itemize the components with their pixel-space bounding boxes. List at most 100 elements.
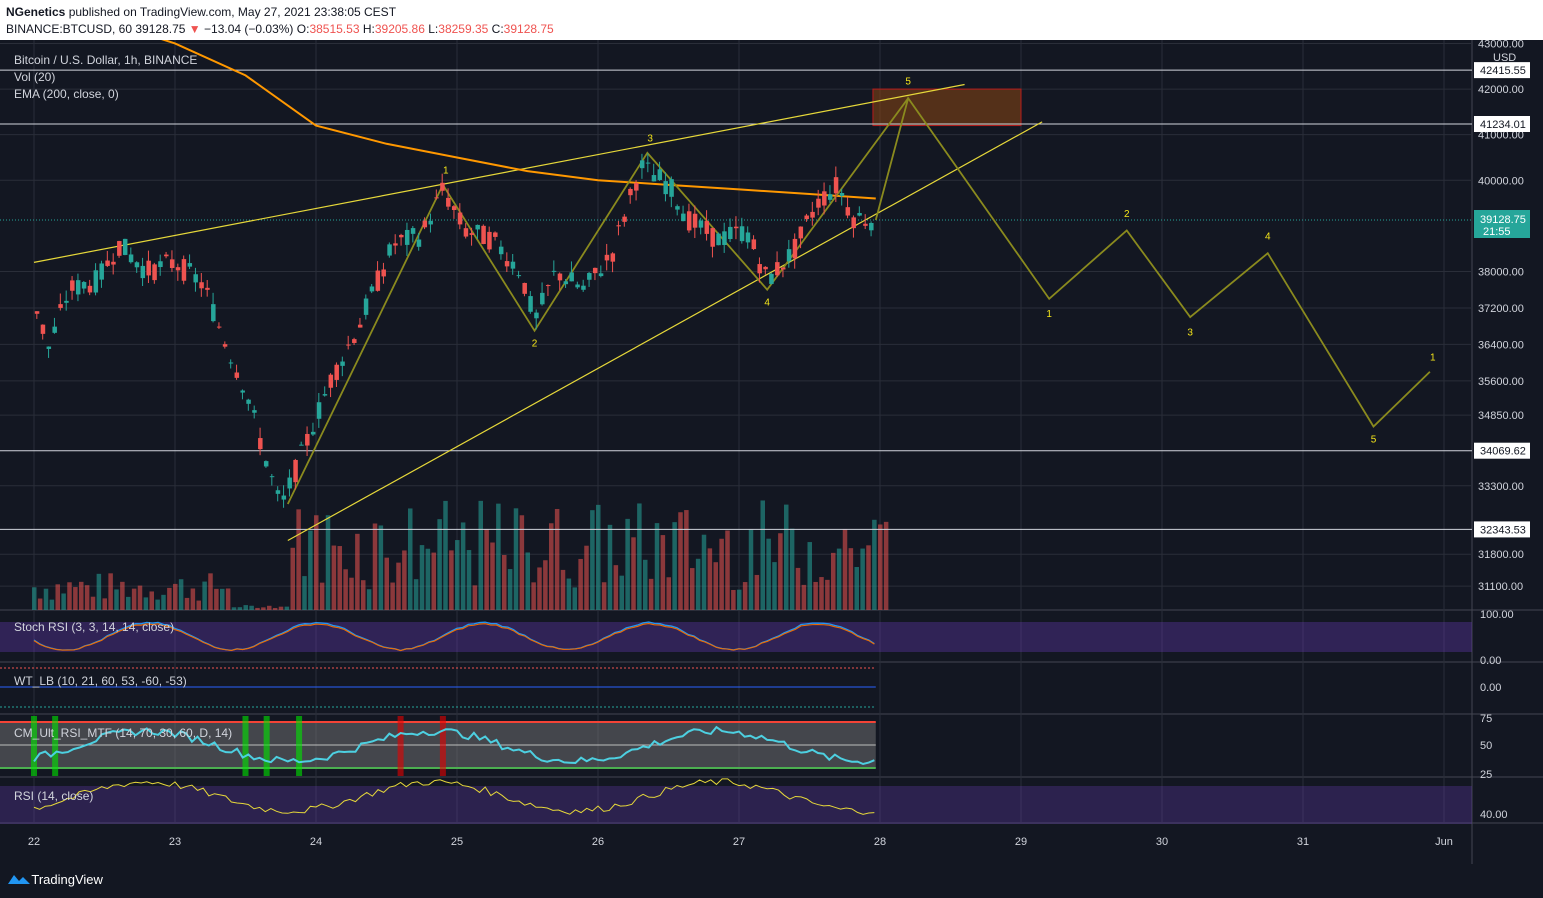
candle-body	[610, 253, 616, 262]
candle-body	[340, 361, 345, 366]
candle-body	[686, 211, 692, 231]
volume-bar	[319, 582, 325, 610]
price-tick: 38000.00	[1478, 266, 1524, 278]
volume-bar	[390, 582, 395, 610]
volume-bar	[654, 523, 660, 610]
current-price-tag-text: 39128.75	[1480, 214, 1526, 226]
candle-body	[528, 296, 533, 312]
price-tick: 31800.00	[1478, 549, 1524, 561]
candle-body	[728, 226, 733, 240]
volume-bar	[79, 581, 84, 610]
candle-body	[87, 285, 93, 293]
volume-bar	[631, 537, 636, 610]
ema-legend[interactable]: EMA (200, close, 0)	[14, 87, 119, 101]
candle-body	[240, 390, 245, 393]
volume-bar	[372, 523, 378, 610]
candles	[34, 153, 874, 508]
candle-body	[158, 261, 163, 268]
volume-bar	[672, 522, 677, 610]
wt-legend[interactable]: WT_LB (10, 21, 60, 53, -60, -53)	[14, 674, 187, 688]
tradingview-logo[interactable]: TradingView	[8, 872, 103, 887]
candle-body	[769, 273, 774, 284]
volume-bar	[67, 582, 72, 610]
volume-bar	[190, 588, 196, 610]
candle-body	[416, 239, 422, 247]
candle-body	[181, 259, 187, 281]
candle-body	[522, 282, 527, 294]
candle-body	[434, 197, 439, 199]
pane-2	[0, 663, 1472, 714]
candle-body	[146, 260, 151, 276]
pane-4	[0, 778, 1472, 863]
close-label: C:	[491, 22, 504, 36]
volume-bar	[490, 542, 495, 610]
stoch-legend[interactable]: Stoch RSI (3, 3, 14, 14, close)	[14, 620, 175, 634]
volume-bar	[378, 525, 384, 610]
vol-legend[interactable]: Vol (20)	[14, 70, 56, 84]
candle-body	[792, 238, 798, 259]
volume-bar	[801, 584, 807, 610]
publisher-name[interactable]: NGenetics	[6, 5, 66, 19]
volume-bar	[161, 594, 166, 610]
volume-bar	[607, 524, 613, 610]
volume-bar	[725, 530, 730, 610]
wave-label: 1	[1430, 352, 1436, 363]
candle-body	[634, 183, 639, 191]
volume-bar	[120, 581, 125, 610]
volume-bar	[578, 558, 583, 610]
stoch-scale: 100.00	[1480, 609, 1514, 621]
volume-bar	[484, 529, 489, 610]
price-level-tag	[1474, 442, 1530, 459]
volume-bar	[349, 577, 354, 610]
candle-body	[446, 197, 451, 207]
candle-body	[410, 228, 416, 234]
volume-bar	[866, 545, 871, 610]
candle-body	[681, 213, 686, 222]
candle-body	[739, 226, 745, 242]
volume-bar	[531, 582, 536, 610]
candle-body	[193, 274, 198, 283]
countdown-text: 21:55	[1483, 226, 1511, 238]
volume-bar	[707, 548, 713, 610]
candle-body	[328, 374, 334, 388]
candle-body	[393, 243, 398, 246]
volume-bar	[196, 600, 201, 610]
chart-title[interactable]: Bitcoin / U.S. Dollar, 1h, BINANCE	[14, 53, 198, 67]
candle-body	[751, 239, 757, 250]
current-price-tag	[1474, 210, 1530, 238]
candle-body	[510, 261, 516, 269]
candle-body	[540, 292, 545, 305]
volume-bar	[184, 597, 190, 610]
cm-oversold-bar	[242, 716, 249, 776]
candle-body	[581, 285, 586, 290]
candle-body	[346, 344, 351, 346]
chart-canvas[interactable]: 45000.0044000.0043000.0042000.0041000.00…	[0, 40, 1543, 864]
rsi-legend[interactable]: RSI (14, close)	[14, 789, 94, 803]
volume-bar	[748, 529, 754, 610]
candle-body	[475, 224, 480, 230]
volume-bar	[225, 588, 231, 610]
volume-bar	[137, 585, 143, 610]
volume-bar	[878, 524, 883, 610]
candle-body	[34, 311, 40, 314]
wave-label: 3	[1187, 327, 1193, 338]
volume-bar	[331, 545, 337, 610]
volume-bar	[431, 552, 436, 610]
cm-oversold-bar	[263, 716, 270, 776]
price-level-tag	[1474, 62, 1530, 79]
candle-body	[111, 261, 116, 265]
candle-body	[269, 476, 275, 478]
volume-bar	[408, 508, 413, 610]
cm-legend[interactable]: CM_Ult_RSI_MTF (14, 70, 30, 60, D, 14)	[14, 726, 233, 740]
candle-body	[352, 339, 357, 343]
volume-bar	[525, 552, 530, 610]
candle-body	[164, 254, 169, 257]
candle-body	[70, 280, 75, 291]
pane-1	[0, 611, 1472, 662]
candle-body	[493, 232, 498, 237]
volume-bar	[625, 518, 630, 610]
stoch-scale: 0.00	[1480, 655, 1501, 667]
volume-bar	[848, 548, 854, 610]
volume-bar	[460, 522, 466, 610]
candle-body	[775, 262, 780, 276]
